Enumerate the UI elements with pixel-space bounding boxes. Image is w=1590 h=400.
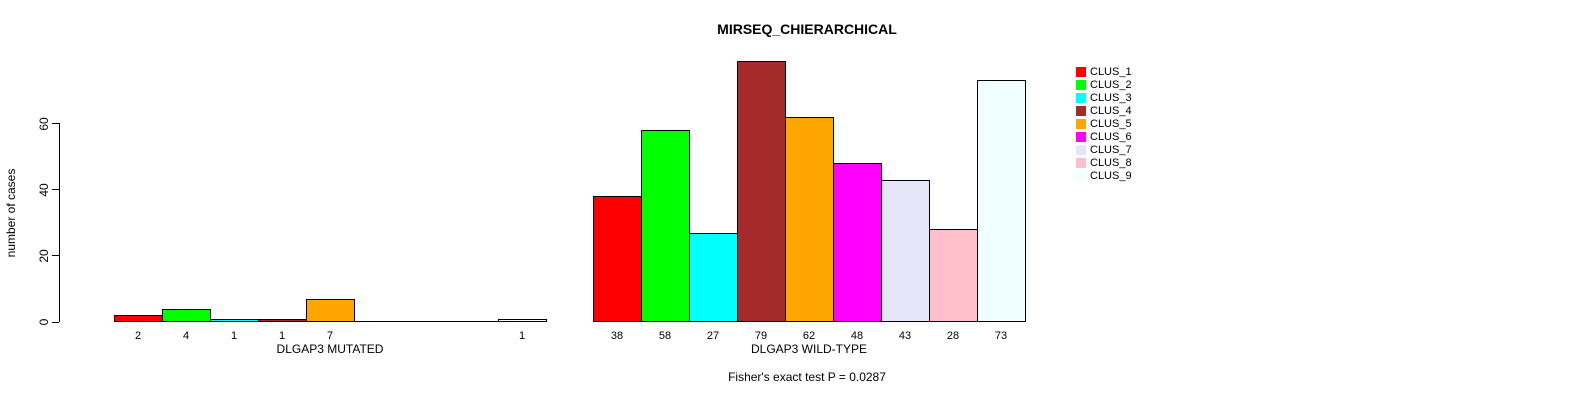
bar-value-label: 73	[994, 330, 1008, 342]
y-tick-mark	[52, 123, 59, 124]
bar-clus_4	[737, 61, 786, 322]
fisher-test-annotation: Fisher's exact test P = 0.0287	[728, 370, 886, 384]
bar-value-label: 43	[898, 330, 912, 342]
legend-swatch-clus_5	[1076, 119, 1086, 129]
legend-label-clus_8: CLUS_8	[1090, 157, 1132, 169]
legend-swatch-clus_7	[1076, 145, 1086, 155]
bar-value-label: 62	[802, 330, 816, 342]
legend-label-clus_7: CLUS_7	[1090, 144, 1132, 156]
bar-value-label: 2	[134, 330, 142, 342]
bar-clus_3	[210, 319, 259, 322]
y-tick-label: 20	[37, 249, 51, 263]
legend-swatch-clus_8	[1076, 158, 1086, 168]
legend-label-clus_2: CLUS_2	[1090, 79, 1132, 91]
bar-value-label: 58	[658, 330, 672, 342]
legend-label-clus_3: CLUS_3	[1090, 92, 1132, 104]
bar-clus_1	[114, 315, 163, 322]
bar-clus_9	[498, 319, 547, 322]
legend-swatch-clus_3	[1076, 93, 1086, 103]
bar-value-label: 38	[610, 330, 624, 342]
bar-clus_7	[881, 180, 930, 322]
legend-swatch-clus_4	[1076, 106, 1086, 116]
bar-clus_8	[929, 229, 978, 322]
chart-title: MIRSEQ_CHIERARCHICAL	[717, 21, 897, 37]
y-tick-label: 0	[37, 318, 51, 326]
bar-value-label: 28	[946, 330, 960, 342]
legend-label-clus_1: CLUS_1	[1090, 66, 1132, 78]
bar-clus_5	[306, 299, 355, 322]
legend-swatch-clus_6	[1076, 132, 1086, 142]
bar-clus_3	[689, 233, 738, 322]
y-tick-label: 40	[37, 182, 51, 197]
y-tick-mark	[52, 255, 59, 257]
bar-clus_1	[593, 196, 642, 322]
bar-value-label: 4	[182, 330, 190, 342]
bar-clus_9	[977, 80, 1026, 322]
bar-clus_2	[641, 130, 690, 322]
legend-label-clus_9: CLUS_9	[1090, 170, 1132, 182]
y-axis-title: number of cases	[4, 168, 18, 258]
x-group-label-mutated: DLGAP3 MUTATED	[276, 342, 384, 356]
y-tick-mark	[52, 321, 59, 323]
bar-clus_2	[162, 309, 211, 322]
x-group-label-wildtype: DLGAP3 WILD-TYPE	[750, 342, 868, 356]
y-axis-line	[59, 123, 60, 322]
legend-swatch-clus_2	[1076, 80, 1086, 90]
legend-swatch-clus_1	[1076, 67, 1086, 77]
bar-clus_4	[258, 319, 307, 322]
y-tick-label: 60	[37, 116, 51, 131]
y-tick-mark	[52, 189, 59, 191]
bar-value-label: 1	[518, 330, 526, 342]
bar-clus_5	[785, 117, 834, 322]
bar-clus_6	[833, 163, 882, 322]
legend-label-clus_6: CLUS_6	[1090, 131, 1132, 143]
legend-swatch-clus_9	[1076, 171, 1086, 181]
legend-label-clus_5: CLUS_5	[1090, 118, 1132, 130]
legend-label-clus_4: CLUS_4	[1090, 105, 1132, 117]
bar-value-label: 7	[326, 330, 334, 342]
bar-value-label: 1	[278, 330, 286, 342]
bar-value-label: 1	[230, 330, 238, 342]
bar-value-label: 27	[706, 330, 720, 342]
bar-value-label: 48	[850, 330, 864, 342]
bar-value-label: 79	[754, 330, 768, 342]
